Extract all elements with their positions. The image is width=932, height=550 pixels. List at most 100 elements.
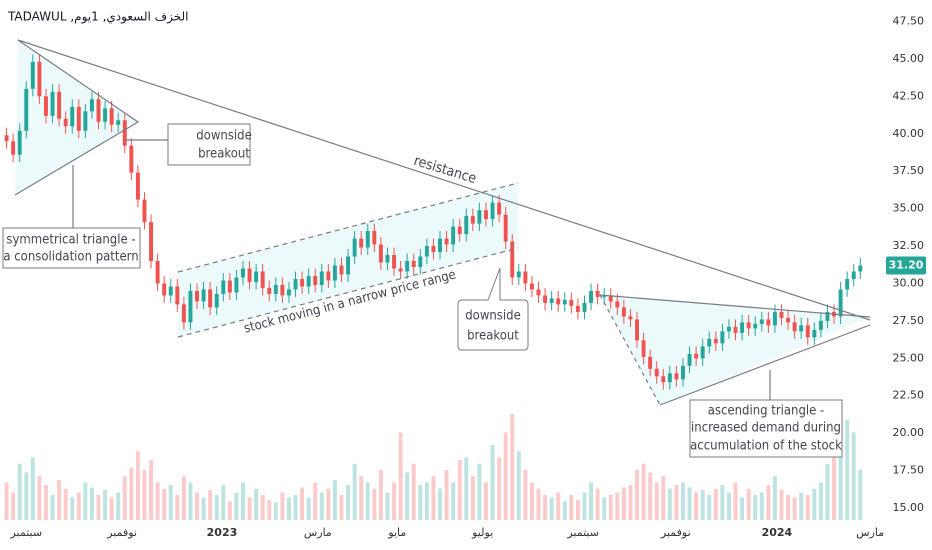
candle-body <box>457 226 462 235</box>
volume-bar <box>766 485 771 520</box>
volume-bar <box>306 497 311 520</box>
volume-bar <box>405 472 410 520</box>
volume-bar <box>319 492 324 520</box>
volume-bar <box>503 432 508 520</box>
candle-body <box>779 311 784 318</box>
candle-body <box>438 238 442 253</box>
x-tick-label: 2024 <box>762 526 793 539</box>
x-tick-label: 2023 <box>207 526 238 539</box>
volume-bar <box>621 487 626 520</box>
volume-bar <box>11 492 16 520</box>
candle-body <box>510 241 515 278</box>
candle-body <box>753 323 758 329</box>
volume-bar <box>221 485 226 520</box>
candle-body <box>608 295 613 302</box>
volume-bar <box>858 470 863 520</box>
candle-body <box>569 299 574 306</box>
candle-body <box>24 88 29 131</box>
volume-bar <box>149 460 154 520</box>
candle-body <box>516 271 521 278</box>
volume-bar <box>89 487 94 520</box>
candle-body <box>562 299 567 305</box>
volume-bar <box>359 476 364 520</box>
volume-bar <box>792 497 797 520</box>
y-tick-label: 35.00 <box>893 202 925 215</box>
candle-body <box>267 287 272 294</box>
volume-bar <box>313 482 318 520</box>
volume-bar <box>30 457 35 520</box>
y-tick-label: 22.50 <box>893 389 925 402</box>
volume-bar <box>392 482 396 520</box>
volume-bar <box>562 501 567 520</box>
candle-body <box>726 326 731 332</box>
candle-body <box>273 284 278 294</box>
candle-body <box>720 331 725 344</box>
candle-body <box>63 118 68 127</box>
volume-bar <box>418 485 423 520</box>
candle-body <box>76 106 81 131</box>
volume-bar <box>96 495 101 520</box>
volume-bar <box>438 488 442 520</box>
candle-body <box>149 222 154 262</box>
volume-bar <box>490 445 495 520</box>
volume-bar <box>352 463 357 520</box>
volume-bar <box>575 500 580 520</box>
volume-bar <box>510 413 515 520</box>
candle-body <box>529 283 534 290</box>
y-tick-label: 20.00 <box>893 426 925 439</box>
volume-bar <box>832 445 836 520</box>
chart-title: الخزف السعودي, 1يوم, TADAWUL <box>7 10 188 25</box>
annotation-box <box>2 227 141 269</box>
candle-body <box>103 108 108 122</box>
candle-body <box>543 295 548 303</box>
candle-body <box>286 289 291 296</box>
candle-body <box>332 265 337 281</box>
volume-bar <box>57 480 62 520</box>
volume-bar <box>431 476 436 520</box>
volume-bar <box>385 492 390 520</box>
volume-bar <box>280 492 285 520</box>
volume-bar <box>733 482 738 520</box>
volume-bar <box>707 495 712 520</box>
candle-body <box>4 135 9 142</box>
candle-body <box>595 290 600 297</box>
volume-bar <box>300 487 305 520</box>
annotation: symmetrical triangle - <box>6 233 135 248</box>
volume-bar <box>4 482 9 520</box>
candle-body <box>667 373 672 383</box>
candle-body <box>746 322 751 329</box>
volume-bar <box>543 495 548 520</box>
asc-bottom <box>659 324 871 406</box>
channel-bottom <box>177 247 519 338</box>
volume-bar <box>536 488 541 520</box>
volume-bar <box>740 497 745 520</box>
volume-bar <box>424 482 429 520</box>
candle-body <box>227 280 232 293</box>
x-tick-label: سبتمبر <box>9 526 42 539</box>
candle-body <box>575 305 580 312</box>
x-tick-label: مايو <box>387 526 406 539</box>
candle-body <box>155 261 160 284</box>
volume-bar <box>700 490 705 520</box>
volume-bar <box>162 488 167 520</box>
volume-bar <box>365 482 370 520</box>
volume-bar <box>63 488 68 520</box>
volume-bar <box>135 451 140 520</box>
channel-top <box>177 182 519 273</box>
candle-body <box>175 286 180 305</box>
volume-bar <box>24 472 29 520</box>
volume-bar <box>569 495 574 520</box>
volume-bar <box>286 497 291 520</box>
y-tick-label: 15.00 <box>893 501 925 514</box>
volume-bar <box>70 497 75 520</box>
volume-bar <box>109 497 114 520</box>
y-tick-label: 40.00 <box>893 127 925 140</box>
volume-bar <box>720 485 725 520</box>
volume-bar <box>457 460 462 520</box>
volume-bar <box>201 497 206 520</box>
annotation: resistance <box>412 153 479 187</box>
volume-bar <box>411 463 416 520</box>
candle-body <box>221 280 226 294</box>
candle-body <box>11 141 16 155</box>
volume-bar <box>654 482 659 520</box>
